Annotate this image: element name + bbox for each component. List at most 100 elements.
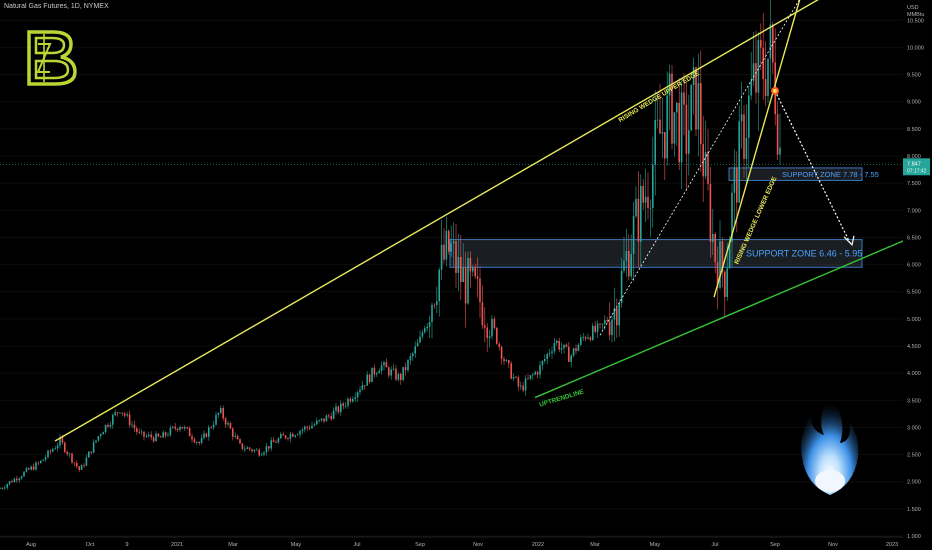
candle-body — [436, 301, 438, 306]
candle-body — [414, 346, 416, 354]
candle-body — [16, 478, 18, 481]
price-tick: 8.000 — [907, 154, 921, 160]
candle-body — [308, 427, 311, 429]
candle-body — [575, 348, 577, 351]
candle-body — [510, 363, 512, 379]
candle-body — [544, 358, 546, 361]
candle-body — [642, 185, 644, 203]
candle-body — [100, 434, 102, 436]
candle-body — [582, 337, 584, 338]
candle-body — [745, 137, 748, 159]
price-tick: 10.500 — [907, 18, 924, 24]
candle-body — [392, 368, 395, 370]
candle-body — [460, 256, 462, 283]
candle-body — [92, 442, 95, 453]
candle-body — [402, 367, 404, 380]
candle-body — [556, 340, 558, 343]
candle-body — [464, 267, 467, 304]
candle-body — [232, 428, 234, 437]
candle-body — [772, 24, 774, 63]
candle-body — [680, 92, 683, 163]
candle-body — [517, 377, 520, 387]
date-tick: Mar — [228, 542, 238, 548]
candle-body — [37, 462, 40, 464]
candle-body — [335, 406, 337, 411]
candle-body — [395, 368, 397, 380]
candle-body — [102, 432, 104, 435]
candle-body — [762, 47, 764, 80]
candle-body — [323, 418, 325, 422]
candle-body — [203, 433, 205, 438]
candle-body — [157, 433, 160, 437]
candle-body — [577, 344, 580, 351]
candle-body — [654, 119, 656, 165]
candle-body — [80, 465, 83, 470]
candle-body — [769, 24, 772, 59]
candle-body — [560, 348, 563, 350]
price-axis — [903, 0, 932, 550]
candle-body — [438, 269, 440, 302]
candle-body — [174, 426, 176, 429]
candle-body — [678, 102, 680, 163]
candle-body — [671, 73, 673, 144]
candle-body — [160, 436, 162, 438]
candle-body — [426, 326, 428, 329]
candle-body — [224, 418, 227, 425]
candle-body — [196, 441, 198, 443]
candle-body — [136, 428, 138, 432]
candle-body — [431, 304, 433, 323]
candle-body — [750, 80, 752, 96]
candle-body — [138, 431, 140, 433]
candle-body — [474, 267, 476, 277]
candle-body — [241, 443, 244, 450]
candle-body — [71, 453, 73, 463]
candle-body — [95, 440, 97, 443]
candle-body — [440, 244, 443, 270]
candle-body — [407, 360, 409, 371]
candle-body — [6, 484, 8, 488]
candle-body — [541, 360, 544, 366]
date-tick: Jul — [711, 542, 718, 548]
candle-body — [18, 478, 20, 481]
candle-body — [124, 413, 126, 416]
candle-body — [397, 374, 400, 380]
candle-body — [572, 348, 575, 356]
candle-body — [316, 420, 318, 425]
candle-body — [714, 233, 716, 263]
candle-body — [388, 367, 390, 376]
price-tick: 4.000 — [907, 371, 921, 377]
candle-body — [553, 342, 556, 352]
candle-body — [416, 342, 419, 347]
candle-body — [342, 403, 344, 406]
candle-body — [608, 321, 611, 336]
candle-body — [548, 353, 551, 354]
candle-body — [424, 328, 426, 333]
candle-body — [167, 435, 169, 436]
candle-body — [484, 325, 486, 328]
price-tick: 6.500 — [907, 235, 921, 241]
candle-body — [455, 241, 457, 273]
candle-body — [652, 164, 654, 208]
candle-body — [738, 121, 740, 203]
candle-body — [1, 488, 4, 489]
candle-body — [779, 147, 781, 155]
candle-body — [748, 95, 750, 138]
candle-body — [618, 302, 620, 326]
candle-body — [757, 40, 760, 93]
candle-body — [13, 478, 16, 483]
price-tick: 7.000 — [907, 208, 921, 214]
candle-body — [428, 322, 431, 327]
candle-body — [169, 427, 172, 436]
candle-body — [563, 344, 565, 349]
candle-body — [740, 114, 743, 122]
candle-body — [145, 435, 148, 437]
candle-body — [613, 308, 616, 320]
candle-body — [716, 262, 719, 288]
candle-body — [503, 358, 505, 362]
candle-body — [184, 427, 186, 429]
candle-body — [181, 426, 184, 429]
candle-body — [332, 410, 335, 420]
candle-body — [500, 346, 503, 359]
candle-body — [664, 132, 666, 159]
